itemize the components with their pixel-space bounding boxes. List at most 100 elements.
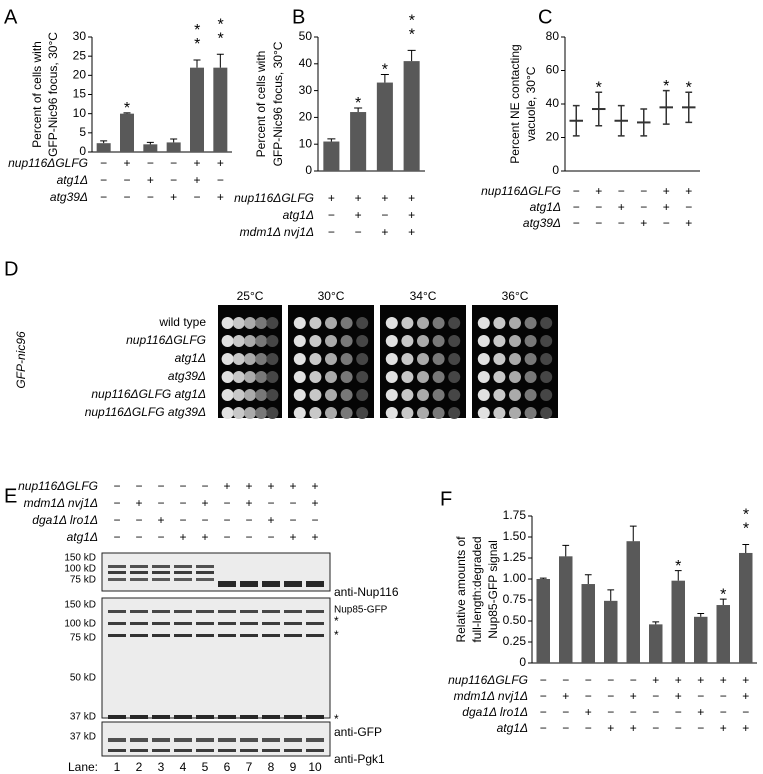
band: [240, 749, 258, 752]
error-bar: [327, 138, 336, 142]
condition-sign: −: [289, 496, 296, 510]
band: [196, 578, 214, 581]
spot: [232, 371, 245, 383]
condition-sign: −: [652, 689, 659, 703]
condition-sign: −: [585, 721, 592, 735]
y-tick-label: 1.50: [503, 529, 527, 543]
spot: [540, 407, 553, 419]
condition-sign: −: [223, 530, 230, 544]
condition-sign: −: [675, 705, 682, 719]
spot: [293, 389, 306, 401]
condition-sign: +: [742, 673, 749, 687]
marker-label: 37 kD: [70, 732, 96, 743]
condition-sign: +: [267, 479, 274, 493]
spot: [340, 335, 353, 347]
y-tick-label: 1.25: [503, 550, 527, 564]
blot-label: *: [334, 712, 339, 726]
condition-sign: +: [381, 225, 388, 239]
blot-label: *: [334, 628, 339, 642]
condition-label: atg1Δ: [530, 200, 561, 214]
panel-letter: F: [440, 488, 452, 510]
error-bar: [562, 544, 570, 557]
spot: [401, 389, 414, 401]
sd-bar: [685, 91, 693, 124]
condition-sign: −: [170, 173, 177, 187]
spot: [540, 353, 553, 365]
condition-sign: +: [147, 173, 154, 187]
band: [152, 610, 170, 613]
temperature: 25°C: [237, 289, 264, 303]
bar: [350, 112, 367, 171]
spot: [325, 371, 337, 383]
condition-sign: +: [607, 721, 614, 735]
band: [130, 715, 148, 719]
y-tick-label: 0.25: [503, 634, 527, 648]
condition-sign: −: [113, 530, 120, 544]
marker-label: 150 kD: [64, 600, 96, 611]
band: [108, 622, 126, 625]
band: [130, 610, 148, 613]
spot: [244, 389, 256, 401]
spot: [232, 407, 245, 419]
condition-sign: +: [355, 208, 362, 222]
condition-sign: −: [640, 184, 647, 198]
error-bar: [146, 141, 154, 145]
condition-sign: −: [113, 496, 120, 510]
spot: [540, 389, 553, 401]
y-tick-label: 50: [299, 29, 313, 43]
marker-label: 50 kD: [70, 673, 96, 684]
condition-sign: −: [223, 496, 230, 510]
condition-sign: +: [179, 530, 186, 544]
band: [262, 622, 280, 625]
condition-sign: +: [135, 496, 142, 510]
band: [306, 738, 324, 742]
y-tick-label: 30: [73, 29, 87, 43]
spot: [356, 353, 369, 365]
condition-sign: −: [113, 479, 120, 493]
significance: **: [738, 507, 755, 535]
spot: [540, 371, 553, 383]
condition-sign: −: [585, 689, 592, 703]
condition-sign: −: [595, 200, 602, 214]
condition-sign: +: [585, 705, 592, 719]
spot: [509, 389, 521, 401]
condition-sign: −: [147, 190, 154, 204]
sd-bar: [662, 89, 670, 125]
band: [174, 634, 192, 637]
spot: [493, 317, 506, 329]
spot: [417, 317, 429, 329]
error-bar: [742, 544, 750, 553]
significance: **: [403, 12, 420, 40]
error-bar: [652, 621, 660, 625]
error-bar: [584, 574, 592, 585]
y-axis-title: Relative amounts of: [454, 536, 468, 643]
y-axis-title: full-length:degraded: [470, 536, 484, 642]
temperature: 36°C: [502, 289, 529, 303]
condition-sign: −: [720, 689, 727, 703]
spot: [244, 371, 256, 383]
strain-label: wild type: [158, 315, 206, 329]
band: [284, 581, 302, 587]
marker-label: 150 kD: [64, 553, 96, 564]
spot: [477, 371, 490, 383]
bar: [323, 141, 340, 171]
strain-label: atg39Δ: [168, 369, 206, 383]
significance: *: [675, 558, 681, 575]
condition-sign: −: [179, 513, 186, 527]
spot: [325, 389, 337, 401]
spot: [309, 317, 322, 329]
condition-sign: −: [562, 705, 569, 719]
band: [174, 565, 192, 568]
blot-label: *: [334, 614, 339, 628]
spot: [221, 389, 234, 401]
condition-sign: −: [618, 216, 625, 230]
condition-sign: +: [697, 673, 704, 687]
spot: [385, 389, 398, 401]
condition-sign: −: [685, 200, 692, 214]
sd-bar: [617, 104, 625, 137]
bar: [694, 616, 708, 663]
condition-sign: +: [223, 479, 230, 493]
condition-sign: −: [147, 156, 154, 170]
condition-sign: −: [630, 673, 637, 687]
condition-sign: −: [540, 721, 547, 735]
